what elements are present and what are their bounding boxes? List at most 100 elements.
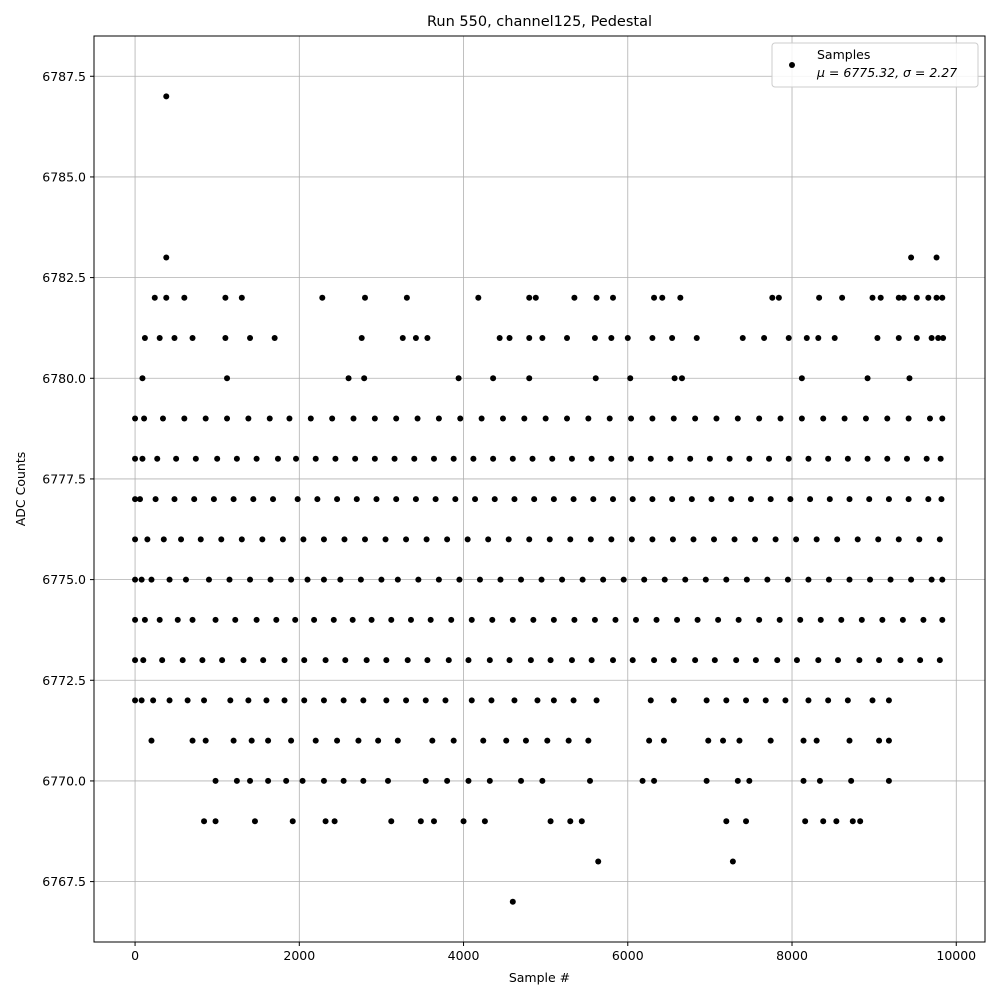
data-point bbox=[511, 697, 518, 704]
data-point bbox=[292, 616, 299, 623]
data-point bbox=[289, 818, 296, 825]
data-point bbox=[184, 697, 191, 704]
data-point bbox=[478, 415, 485, 422]
data-point bbox=[468, 697, 475, 704]
data-point bbox=[649, 415, 656, 422]
data-point bbox=[320, 777, 327, 784]
data-point bbox=[800, 737, 807, 744]
data-point bbox=[304, 576, 311, 583]
data-point bbox=[322, 818, 329, 825]
data-point bbox=[628, 455, 635, 462]
data-point bbox=[435, 415, 442, 422]
data-point bbox=[174, 616, 181, 623]
data-point bbox=[311, 616, 318, 623]
data-point bbox=[251, 818, 258, 825]
data-point bbox=[499, 415, 506, 422]
data-point bbox=[132, 616, 139, 623]
data-point bbox=[322, 657, 329, 664]
data-point bbox=[163, 93, 170, 100]
data-point bbox=[238, 294, 245, 301]
data-point bbox=[299, 777, 306, 784]
data-point bbox=[218, 536, 225, 543]
data-point bbox=[774, 657, 781, 664]
data-point bbox=[567, 818, 574, 825]
data-point bbox=[694, 616, 701, 623]
data-point bbox=[807, 496, 814, 503]
data-point bbox=[444, 536, 451, 543]
data-point bbox=[692, 415, 699, 422]
data-point bbox=[669, 335, 676, 341]
data-point bbox=[728, 496, 735, 503]
data-point bbox=[690, 536, 697, 543]
data-point bbox=[570, 697, 577, 704]
data-point bbox=[864, 375, 871, 382]
data-point bbox=[472, 496, 479, 503]
data-point bbox=[368, 616, 375, 623]
legend-stats: μ = 6775.32, σ = 2.27 bbox=[816, 65, 957, 80]
data-point bbox=[329, 415, 336, 422]
data-point bbox=[885, 777, 892, 784]
data-point bbox=[179, 657, 186, 664]
data-point bbox=[154, 455, 161, 462]
data-point bbox=[488, 697, 495, 704]
data-point bbox=[612, 616, 619, 623]
data-point bbox=[805, 697, 812, 704]
data-point bbox=[490, 455, 497, 462]
data-point bbox=[247, 335, 254, 341]
data-point bbox=[746, 777, 753, 784]
data-point bbox=[776, 616, 783, 623]
data-point bbox=[273, 616, 280, 623]
data-point bbox=[711, 657, 718, 664]
data-point bbox=[260, 657, 267, 664]
data-point bbox=[212, 616, 219, 623]
data-point bbox=[455, 375, 462, 382]
data-point bbox=[427, 616, 434, 623]
data-point bbox=[371, 415, 378, 422]
data-point bbox=[247, 777, 254, 784]
y-tick-label: 6767.5 bbox=[42, 874, 86, 889]
data-point bbox=[756, 616, 763, 623]
data-point bbox=[138, 576, 145, 583]
data-point bbox=[767, 496, 774, 503]
data-point bbox=[531, 496, 538, 503]
y-axis-label: ADC Counts bbox=[13, 452, 28, 527]
data-point bbox=[415, 576, 422, 583]
data-point bbox=[486, 777, 493, 784]
plot-frame bbox=[93, 35, 986, 943]
data-point bbox=[248, 737, 255, 744]
data-point bbox=[646, 737, 653, 744]
data-point bbox=[782, 697, 789, 704]
data-point bbox=[787, 496, 794, 503]
data-point bbox=[925, 294, 932, 301]
data-point bbox=[265, 737, 272, 744]
data-point bbox=[702, 576, 709, 583]
data-point bbox=[939, 616, 946, 623]
data-point bbox=[928, 576, 935, 583]
data-point bbox=[546, 536, 553, 543]
data-point bbox=[266, 415, 273, 422]
data-point bbox=[320, 576, 327, 583]
data-point bbox=[544, 737, 551, 744]
data-point bbox=[547, 818, 554, 825]
data-point bbox=[281, 697, 288, 704]
data-point bbox=[936, 657, 943, 664]
data-point bbox=[283, 777, 290, 784]
data-point bbox=[816, 777, 823, 784]
data-point bbox=[210, 496, 217, 503]
data-point bbox=[526, 375, 533, 382]
data-point bbox=[928, 335, 935, 341]
data-point bbox=[846, 576, 853, 583]
data-point bbox=[509, 616, 516, 623]
data-point bbox=[632, 616, 639, 623]
data-point bbox=[450, 455, 457, 462]
data-point bbox=[629, 496, 636, 503]
data-point bbox=[885, 737, 892, 744]
data-point bbox=[509, 898, 516, 905]
data-point bbox=[903, 455, 910, 462]
data-point bbox=[610, 294, 616, 301]
data-point bbox=[171, 335, 178, 341]
data-point bbox=[772, 536, 779, 543]
data-point bbox=[713, 415, 720, 422]
data-point bbox=[189, 616, 196, 623]
data-point bbox=[222, 294, 229, 301]
